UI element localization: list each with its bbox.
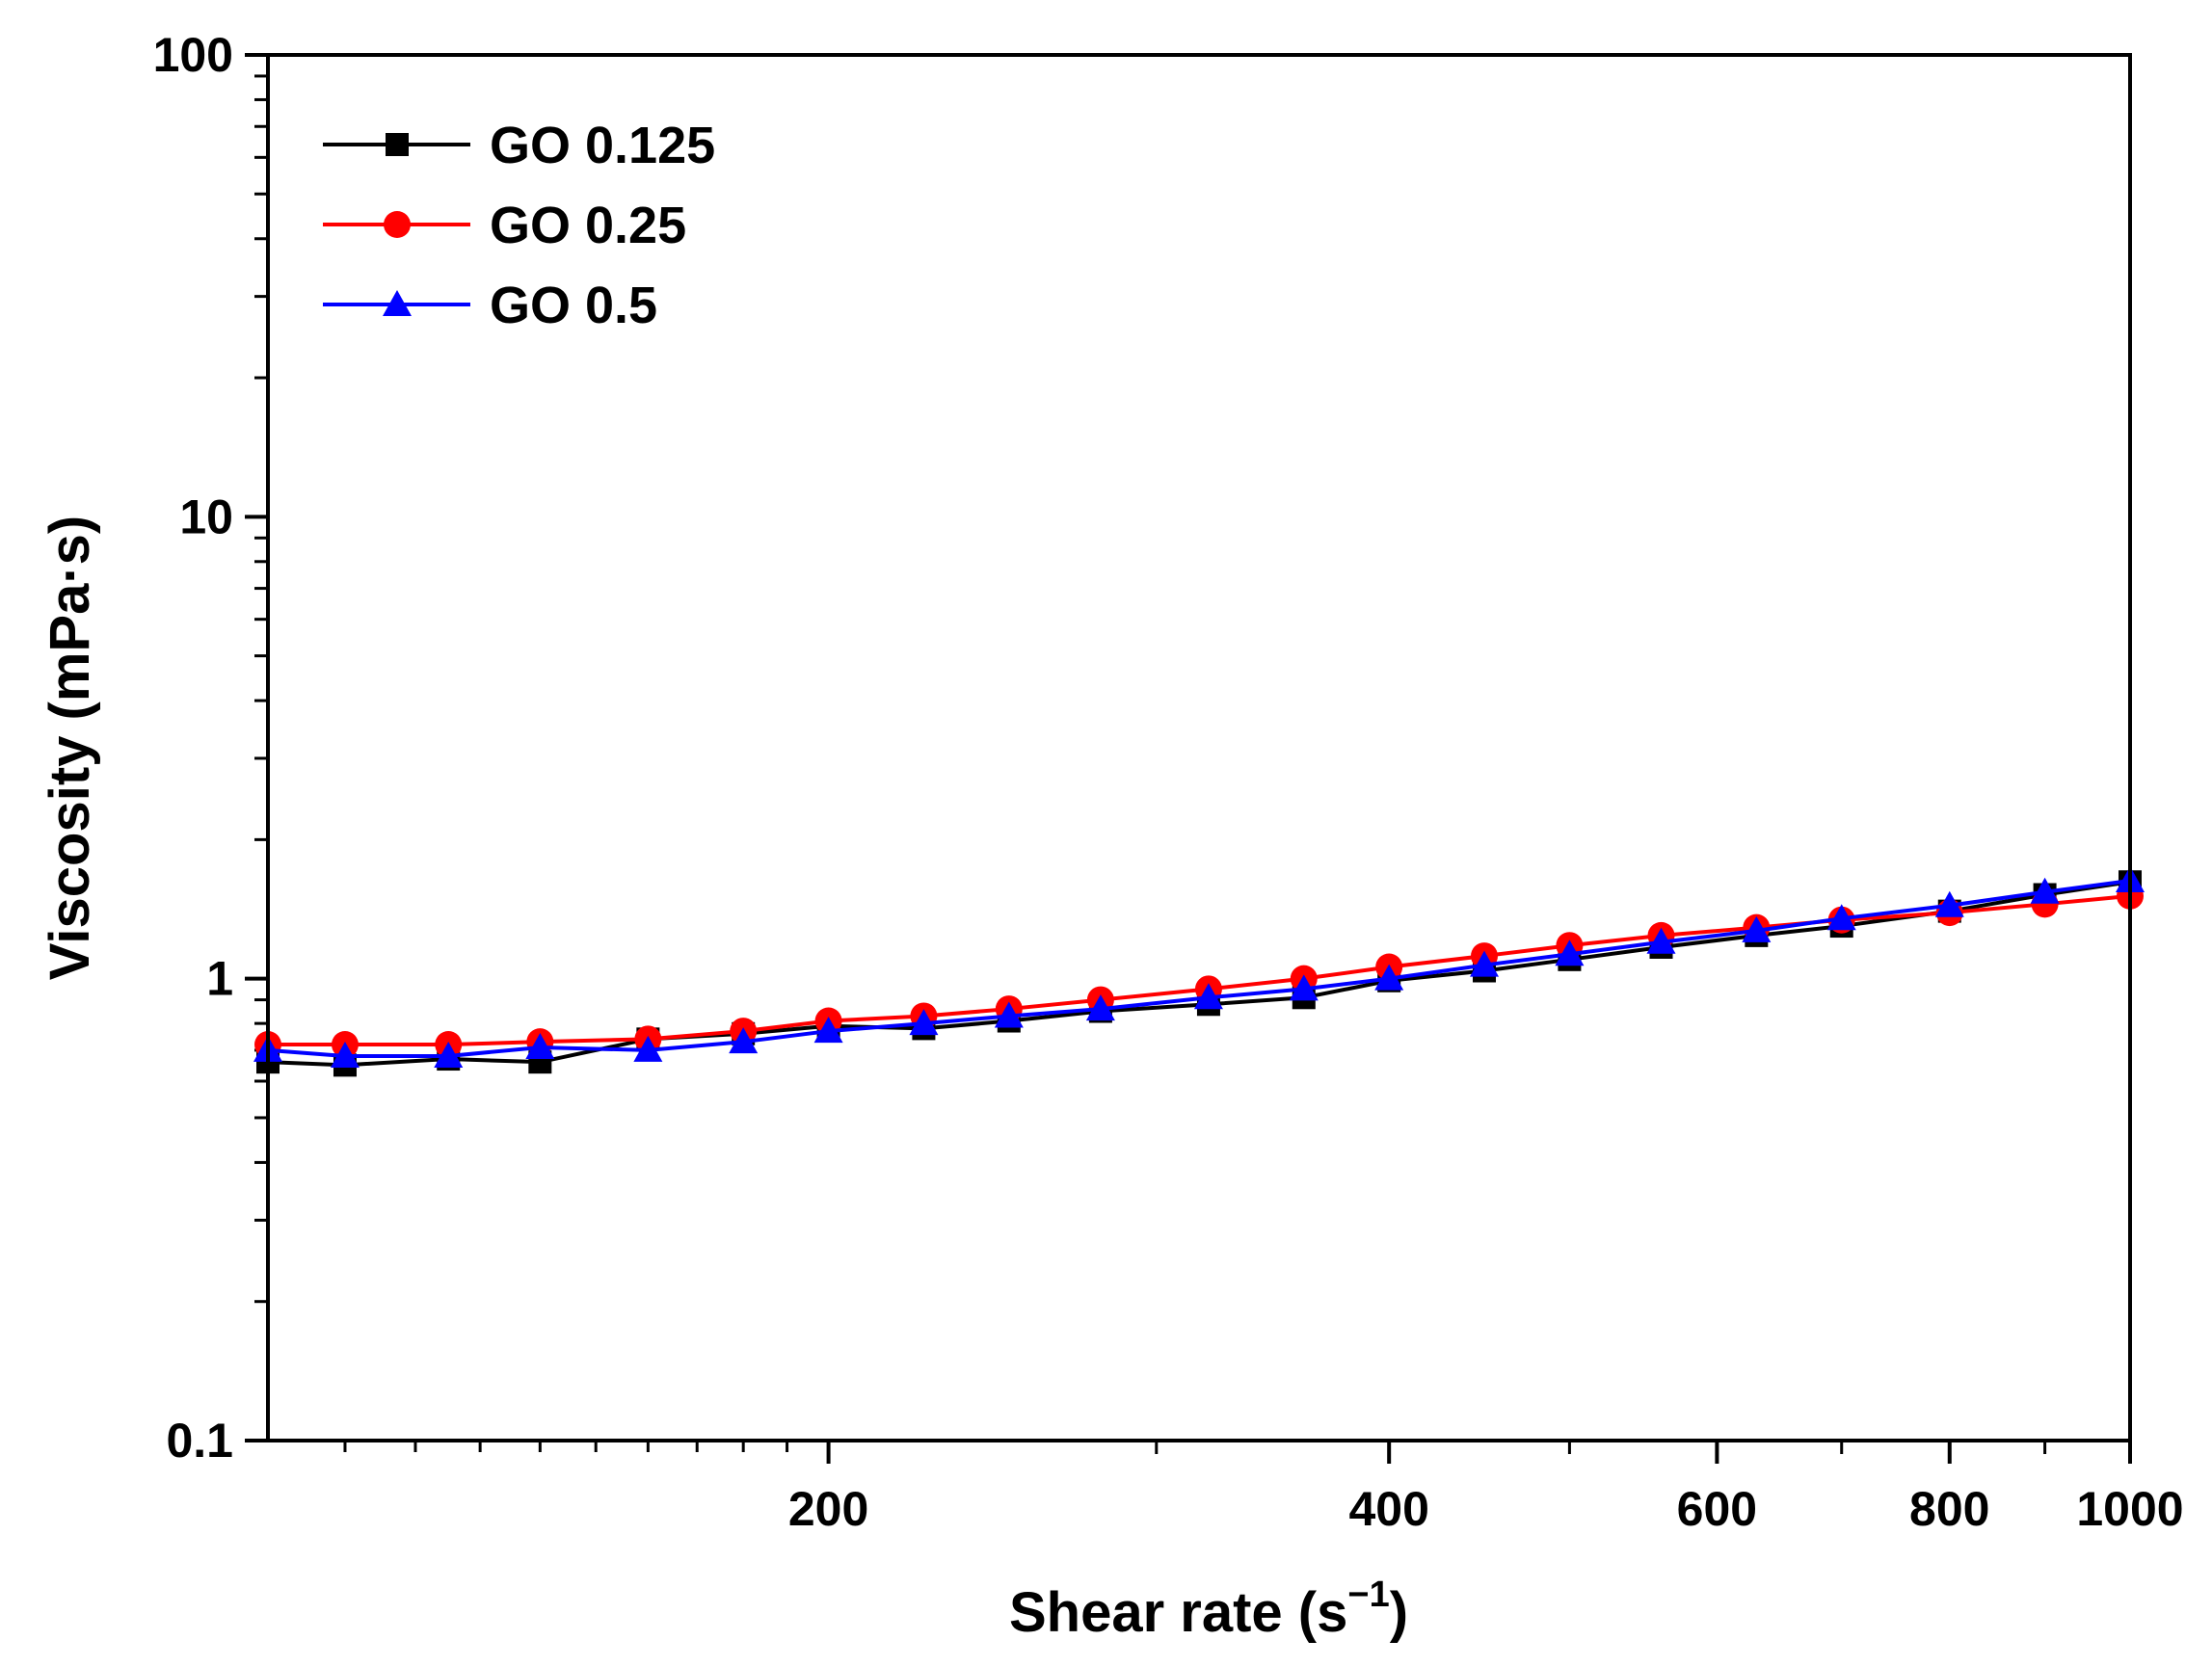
legend: GO 0.125 GO 0.25 GO 0.5: [323, 117, 715, 334]
legend-item: GO 0.25: [323, 197, 686, 254]
data-point-triangle: [1289, 974, 1319, 1001]
data-point-triangle: [1470, 950, 1500, 977]
data-point-triangle: [813, 1017, 843, 1044]
legend-item: GO 0.5: [323, 277, 657, 334]
legend-label: GO 0.5: [490, 277, 657, 334]
data-point-triangle: [1555, 939, 1585, 966]
legend-label: GO 0.25: [490, 197, 686, 254]
data-series: [253, 865, 2145, 1077]
data-point-triangle: [1742, 915, 1772, 942]
y-tick-label: 0.1: [166, 1414, 233, 1468]
data-point-triangle: [1193, 983, 1223, 1010]
x-axis-label-sup: −1: [1347, 1574, 1389, 1615]
y-tick-label: 10: [179, 490, 233, 543]
plot-frame: [266, 53, 2132, 1442]
x-tick-label: 600: [1677, 1482, 1757, 1536]
data-point-triangle: [1374, 964, 1404, 991]
series-line: [267, 878, 2131, 1058]
data-point-triangle: [330, 1041, 360, 1068]
x-tick-label: 400: [1348, 1482, 1428, 1536]
data-point-triangle: [909, 1009, 939, 1036]
x-tick-label: 800: [1909, 1482, 1989, 1536]
legend-marker-triangle: [383, 290, 412, 316]
data-point-triangle: [525, 1032, 555, 1059]
legend-marker-square: [386, 133, 409, 156]
data-point-triangle: [1826, 904, 1856, 931]
data-point-triangle: [994, 1001, 1024, 1028]
data-point-triangle: [434, 1041, 464, 1068]
x-axis-label: Shear rate (s−1): [1009, 1574, 1408, 1644]
legend-label: GO 0.125: [490, 117, 715, 174]
legend-marker-circle: [384, 211, 411, 238]
data-point-triangle: [633, 1035, 663, 1062]
data-point-triangle: [729, 1027, 759, 1054]
data-point-triangle: [1934, 890, 1964, 917]
tick-labels: 0.1 1 10 100 200 400 600 800 1000: [153, 28, 2184, 1536]
y-tick-label: 1: [206, 952, 233, 1006]
series-go-0.5: [253, 865, 2145, 1068]
y-tick-label: 100: [153, 28, 233, 82]
series-go-0.25: [254, 882, 2144, 1059]
x-tick-label: 1000: [2076, 1482, 2183, 1536]
legend-item: GO 0.125: [323, 117, 715, 174]
data-point-triangle: [1085, 994, 1115, 1021]
y-axis-label: Viscosity (mPa·s): [39, 516, 101, 980]
x-tick-label: 200: [788, 1482, 868, 1536]
x-axis-label-main: Shear rate (s: [1009, 1581, 1347, 1644]
data-point-triangle: [1646, 927, 1676, 954]
data-point-triangle: [2030, 877, 2060, 904]
x-axis-label-close: ): [1390, 1581, 1408, 1644]
major-ticks: [245, 53, 2132, 1464]
